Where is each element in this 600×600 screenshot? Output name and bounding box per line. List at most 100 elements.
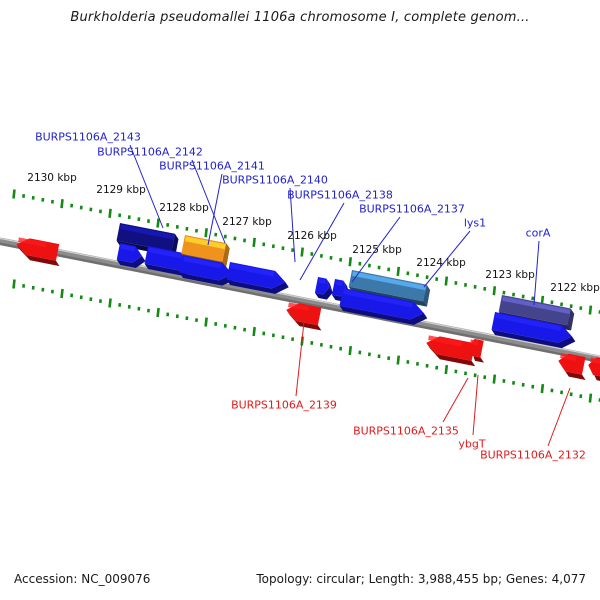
track-tick: [444, 364, 449, 375]
gene-label-reverse[interactable]: BURPS1106A_2139: [231, 398, 337, 412]
track-tick: [175, 314, 179, 319]
gene-2142-arrow[interactable]: [116, 243, 148, 270]
track-tick: [588, 305, 593, 315]
track-tick: [319, 253, 323, 258]
feature-extrude-bottom: [426, 342, 476, 367]
track-tick: [281, 335, 285, 340]
track-tick: [79, 205, 83, 210]
track-tick: [175, 224, 179, 229]
accession-text: Accession: NC_009076: [14, 572, 151, 586]
gene-2144-rev[interactable]: [14, 236, 64, 267]
track-tick: [233, 236, 237, 241]
track-tick: [502, 379, 506, 383]
track-tick: [108, 298, 112, 308]
genome-backbone: [0, 237, 600, 364]
gene-label-reverse[interactable]: BURPS1106A_2135: [353, 424, 459, 438]
track-tick: [387, 356, 391, 361]
feature-highlight: [18, 237, 47, 248]
track-tick: [185, 226, 189, 231]
gene-2139-rev[interactable]: [284, 301, 326, 331]
track-tick: [127, 304, 131, 309]
feature-layer: [14, 223, 600, 383]
track-tick: [473, 373, 477, 378]
gene-ybgT-rev[interactable]: [466, 338, 488, 363]
gene-label-forward[interactable]: BURPS1106A_2141: [159, 159, 265, 173]
feature-highlight: [502, 296, 571, 314]
track-tick: [512, 380, 516, 385]
feature-extrude-bottom: [226, 279, 289, 294]
track-tick: [262, 331, 266, 336]
gene-label-forward[interactable]: corA: [525, 226, 551, 240]
feature-highlight: [288, 302, 310, 312]
leader-line-forward: [289, 187, 296, 263]
gene-2138a-frag[interactable]: [314, 277, 335, 300]
track-tick: [50, 199, 54, 204]
track-tick: [444, 276, 449, 286]
gene-label-forward[interactable]: BURPS1106A_2140: [222, 173, 328, 187]
gene-2139b-arrow[interactable]: [226, 262, 292, 296]
leader-line-forward: [129, 144, 164, 229]
track-tick: [464, 371, 467, 376]
feature-extrude-bottom: [16, 244, 60, 267]
feature-extrude-bottom: [468, 346, 485, 363]
track-tick: [425, 363, 429, 368]
track-tick: [12, 189, 16, 199]
track-tick: [464, 282, 467, 287]
feature-highlight: [495, 313, 562, 331]
track-tick: [339, 346, 343, 351]
leader-line-forward: [351, 216, 401, 283]
gene-2132-rev[interactable]: [556, 352, 590, 380]
track-tick: [223, 323, 227, 328]
gene-label-reverse[interactable]: ybgT: [458, 437, 486, 451]
ruler-tick-label: 2124 kbp: [416, 257, 466, 269]
ruler-tick-label: 2123 kbp: [485, 269, 535, 281]
track-tick: [166, 223, 170, 227]
track-tick: [89, 207, 93, 212]
track-tick: [550, 300, 554, 305]
feature-highlight: [343, 289, 414, 308]
track-tick: [118, 213, 122, 218]
feature-face[interactable]: [425, 334, 476, 361]
feature-extrude-bottom: [491, 329, 576, 349]
track-tick: [223, 234, 227, 239]
genome-summary-text: Topology: circular; Length: 3,988,455 bp…: [256, 572, 586, 586]
track-tick: [377, 265, 381, 270]
track-tick: [483, 375, 487, 380]
gene-label-forward[interactable]: lys1: [463, 216, 487, 230]
track-tick: [233, 325, 237, 330]
gene-label-reverse[interactable]: BURPS1106A_2132: [480, 448, 586, 462]
track-tick: [435, 365, 439, 370]
track-tick: [579, 306, 583, 311]
gene-label-forward[interactable]: BURPS1106A_2142: [97, 145, 203, 159]
feature-extrude-bottom: [339, 305, 428, 325]
track-tick: [598, 310, 600, 314]
track-tick: [31, 195, 35, 200]
feature-face[interactable]: [15, 236, 60, 261]
track-tick: [329, 344, 333, 349]
gene-label-forward[interactable]: BURPS1106A_2143: [35, 130, 141, 144]
track-tick: [79, 295, 83, 300]
track-tick: [22, 194, 26, 198]
ruler-tick-label: 2126 kbp: [287, 230, 337, 242]
gene-2131-rev[interactable]: [586, 356, 600, 383]
track-tick: [492, 374, 497, 384]
track-tick: [271, 244, 275, 249]
feature-extrude-bottom: [314, 287, 333, 300]
feature-face[interactable]: [285, 301, 322, 326]
gene-label-forward[interactable]: BURPS1106A_2137: [359, 202, 465, 216]
track-tick: [348, 257, 353, 267]
gene-label-forward[interactable]: BURPS1106A_2138: [287, 188, 393, 202]
gene-corA-arrow[interactable]: [491, 312, 578, 350]
track-tick: [195, 228, 199, 233]
feature-highlight: [120, 244, 136, 252]
track-tick: [377, 354, 381, 359]
feature-highlight: [352, 271, 427, 291]
track-tick: [41, 197, 45, 202]
gene-lys1-arrow[interactable]: [339, 288, 430, 327]
track-tick: [483, 286, 487, 291]
leader-line-layer: [129, 144, 571, 447]
track-tick: [281, 246, 285, 251]
gene-2135-rev[interactable]: [424, 334, 480, 367]
track-tick: [396, 355, 401, 365]
track-tick: [31, 285, 35, 290]
